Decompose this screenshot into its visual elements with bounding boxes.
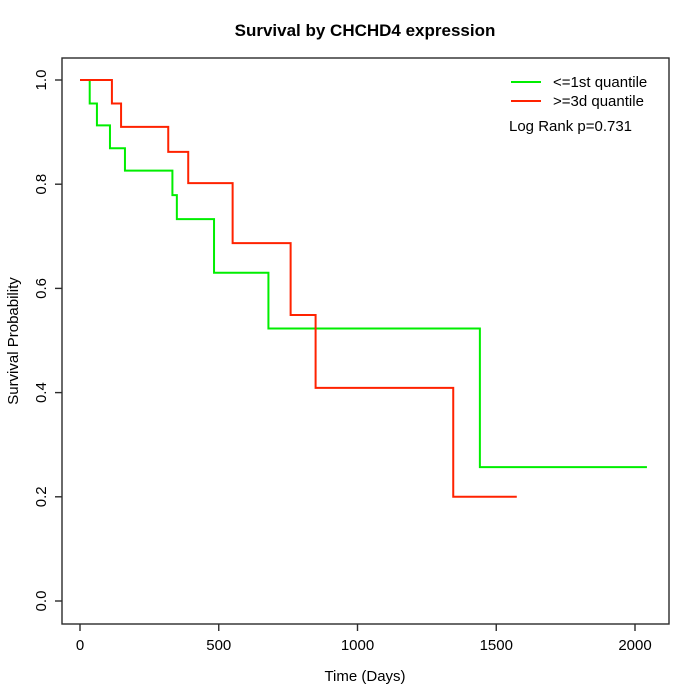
x-tick-label: 2000 — [618, 637, 651, 654]
x-tick-label: 500 — [206, 637, 231, 654]
y-axis-label: Survival Probability — [5, 277, 22, 405]
y-tick-label: 0.6 — [33, 278, 50, 299]
legend: <=1st quantile >=3d quantile Log Rank p=… — [509, 74, 647, 135]
legend-label-green: <=1st quantile — [553, 74, 647, 91]
plot-box — [61, 57, 670, 625]
x-tick-label: 1000 — [341, 637, 374, 654]
x-tick-label: 0 — [76, 637, 84, 654]
survival-curve-red — [80, 79, 517, 498]
y-tick-label: 0.8 — [33, 174, 50, 195]
y-tick-label: 0.0 — [33, 591, 50, 612]
log-rank-annotation: Log Rank p=0.731 — [509, 118, 632, 135]
legend-label-red: >=3d quantile — [553, 93, 644, 110]
y-tick-label: 0.2 — [33, 486, 50, 507]
chart-title: Survival by CHCHD4 expression — [235, 21, 496, 40]
y-tick-label: 0.4 — [33, 382, 50, 403]
generated-plot-elements: 0 500 1000 1500 2000 0.0 0.2 0.4 0.6 0.8 1.0 — [33, 70, 652, 654]
x-tick-label: 1500 — [480, 637, 513, 654]
survival-curve-green — [80, 79, 647, 469]
x-axis-label: Time (Days) — [324, 668, 405, 685]
y-tick-label: 1.0 — [33, 70, 50, 91]
